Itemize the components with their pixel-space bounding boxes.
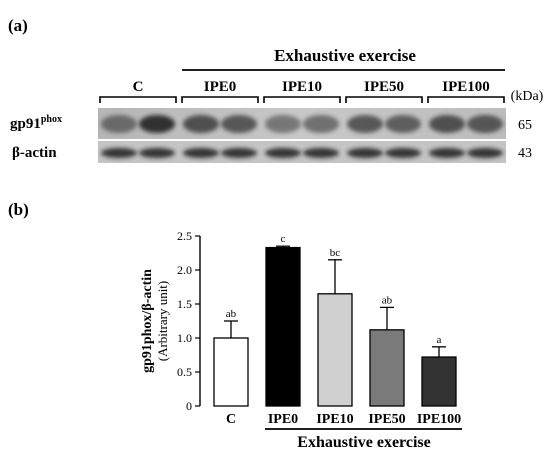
gp91-band [303,115,339,133]
gp91-band [429,115,465,133]
gp91-row-label: gp91phox [10,114,62,132]
lane-bracket [263,96,341,103]
lane-bracket [345,96,423,103]
lane-bracket [99,96,177,103]
y-tick-label: 0 [186,399,192,413]
actin-kda: 43 [518,146,532,161]
actin-bands [101,148,503,158]
lane-group-c: C [133,79,144,95]
gp91-band [183,115,219,133]
y-axis: 0 0.5 1.0 1.5 2.0 2.5 [177,229,201,413]
actin-band [139,148,175,158]
significance-letter: a [437,334,442,346]
y-tick-label: 2.5 [177,229,192,243]
lane-group-ipe50: IPE50 [364,79,404,95]
significance-letter: bc [330,247,341,259]
panel-b-label: (b) [8,200,29,219]
y-axis-sublabel: (Arbitrary unit) [155,281,170,362]
gp91-row-superscript: phox [41,114,62,125]
gp91-band [101,115,137,133]
kda-unit-label: (kDa) [511,89,544,104]
blot-group-label: Exhaustive exercise [274,46,416,65]
actin-band [429,148,465,158]
bar-chart: 0 0.5 1.0 1.5 2.0 2.5 ab c bc ab a C IPE0 IPE10 IPE5… [140,229,462,451]
x-tick-label: C [226,412,236,427]
bar-ipe50 [369,329,405,407]
significance-letter: ab [226,308,237,320]
actin-band [467,148,503,158]
bar-ipe100 [421,356,457,407]
lane-bracket [427,96,505,103]
chart-group-label: Exhaustive exercise [297,434,430,451]
x-tick-labels: C IPE0 IPE10 IPE50 IPE100 [226,412,461,427]
panel-a-label: (a) [8,16,28,35]
y-axis-title: gp91phox/β-actin (Arbitrary unit) [140,269,170,373]
significance-letter: c [281,233,286,245]
x-tick-label: IPE100 [417,412,461,427]
y-tick-label: 1.5 [177,297,192,311]
actin-band [101,148,137,158]
y-tick-label: 2.0 [177,263,192,277]
gp91-row-name: gp91 [10,116,41,132]
lane-group-labels: C IPE0 IPE10 IPE50 IPE100 [99,79,505,103]
lane-group-ipe100: IPE100 [442,79,490,95]
actin-band [347,148,383,158]
gp91-bands [101,115,503,133]
actin-row-label: β-actin [12,145,57,161]
bar-c [213,337,249,407]
lane-bracket [181,96,259,103]
gp91-band [467,115,503,133]
actin-band [221,148,257,158]
lane-group-ipe10: IPE10 [282,79,322,95]
y-tick-label: 1.0 [177,331,192,345]
x-tick-label: IPE50 [368,412,405,427]
y-tick-label: 0.5 [177,365,192,379]
bar-ipe0 [265,246,301,407]
bar-ipe10 [317,293,353,407]
bars: ab c bc ab a [213,233,457,407]
actin-band [183,148,219,158]
gp91-band [139,115,175,133]
gp91-band [221,115,257,133]
actin-band [303,148,339,158]
gp91-band [265,115,301,133]
gp91-band [385,115,421,133]
x-tick-label: IPE10 [316,412,353,427]
gp91-band [347,115,383,133]
y-axis-label: gp91phox/β-actin [140,269,155,373]
western-blot: Exhaustive exercise C IPE0 IPE10 IPE50 IPE10… [10,46,544,163]
gp91-kda: 65 [518,118,532,133]
actin-band [385,148,421,158]
lane-group-ipe0: IPE0 [204,79,237,95]
significance-letter: ab [382,294,393,306]
x-tick-label: IPE0 [268,412,298,427]
actin-band [265,148,301,158]
